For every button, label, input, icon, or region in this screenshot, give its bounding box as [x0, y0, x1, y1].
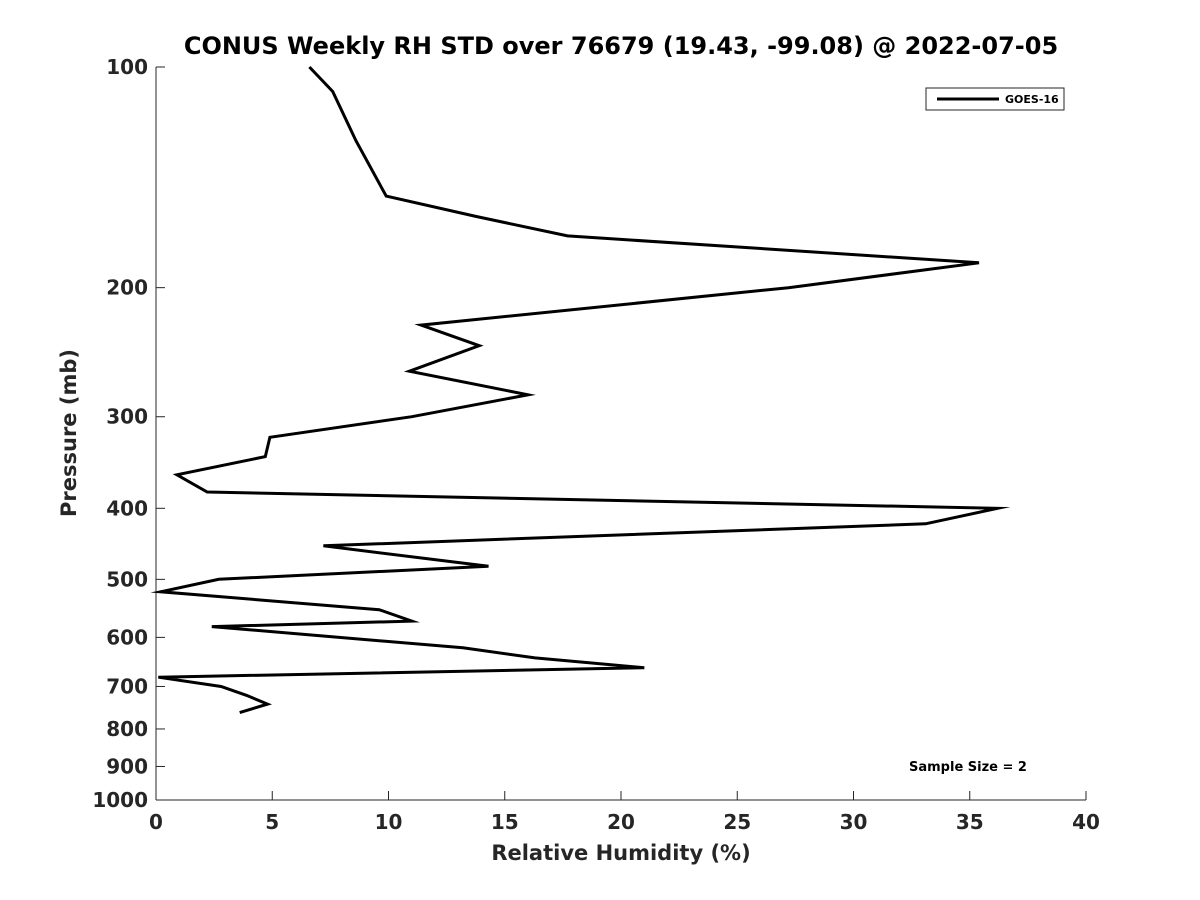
- chart-title: CONUS Weekly RH STD over 76679 (19.43, -…: [184, 32, 1058, 60]
- x-tick-label: 20: [607, 810, 635, 834]
- sample-size-annotation: Sample Size = 2: [909, 760, 1027, 775]
- x-tick-label: 10: [375, 810, 403, 834]
- legend-label-goes16: GOES-16: [1005, 93, 1059, 106]
- x-tick-label: 35: [956, 810, 984, 834]
- y-tick-label: 200: [106, 276, 148, 300]
- y-axis-label: Pressure (mb): [57, 349, 81, 517]
- legend: GOES-16: [925, 87, 1065, 111]
- series-line-goes-16: [150, 65, 1011, 715]
- x-axis-ticks: 0 5 10 15 20 25 30 35 40: [149, 791, 1100, 834]
- x-tick-label: 40: [1072, 810, 1100, 834]
- x-tick-label: 15: [491, 810, 519, 834]
- y-tick-label: 300: [106, 405, 148, 429]
- y-tick-label: 1000: [92, 788, 148, 812]
- x-tick-label: 5: [265, 810, 279, 834]
- plot-area: [156, 67, 1086, 800]
- x-tick-label: 25: [723, 810, 751, 834]
- y-tick-label: 100: [106, 55, 148, 79]
- y-tick-label: 400: [106, 496, 148, 520]
- y-tick-label: 900: [106, 754, 148, 778]
- y-tick-label: 800: [106, 717, 148, 741]
- series-layer: [150, 65, 1011, 715]
- y-axis-ticks: 100 200 300 400 500 600 700 800 900 1000: [92, 55, 165, 812]
- y-tick-label: 500: [106, 567, 148, 591]
- x-tick-label: 30: [840, 810, 868, 834]
- y-tick-label: 700: [106, 674, 148, 698]
- x-axis-label: Relative Humidity (%): [491, 841, 750, 865]
- y-tick-label: 600: [106, 625, 148, 649]
- x-tick-label: 0: [149, 810, 163, 834]
